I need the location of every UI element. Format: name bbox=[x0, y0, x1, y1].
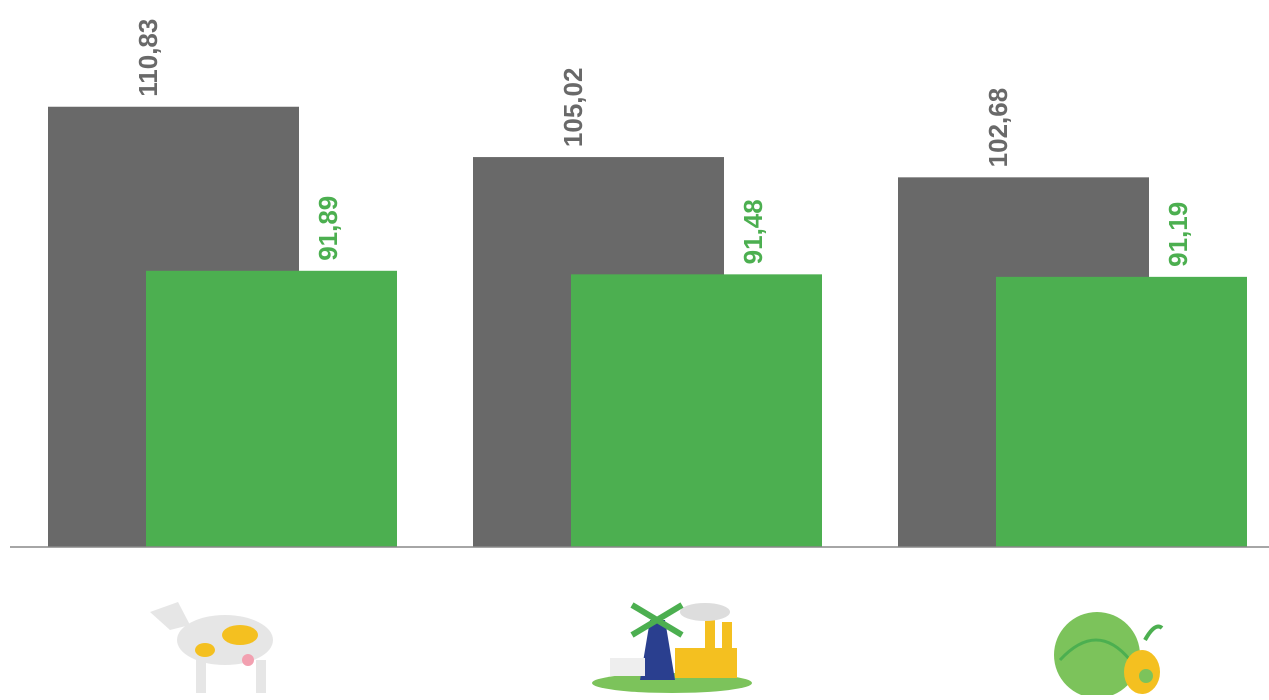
farm-factory-icon bbox=[592, 602, 752, 693]
bar bbox=[146, 270, 397, 547]
cow-icon bbox=[150, 602, 273, 693]
value-label: 110,83 bbox=[133, 19, 163, 97]
bar bbox=[571, 274, 822, 547]
bar bbox=[996, 276, 1247, 547]
value-label: 91,89 bbox=[313, 196, 343, 261]
value-label: 91,19 bbox=[1163, 202, 1193, 267]
value-label: 102,68 bbox=[983, 88, 1013, 168]
value-label: 105,02 bbox=[558, 68, 588, 148]
vegetables-icon bbox=[1054, 612, 1164, 698]
value-label: 91,48 bbox=[738, 199, 768, 264]
